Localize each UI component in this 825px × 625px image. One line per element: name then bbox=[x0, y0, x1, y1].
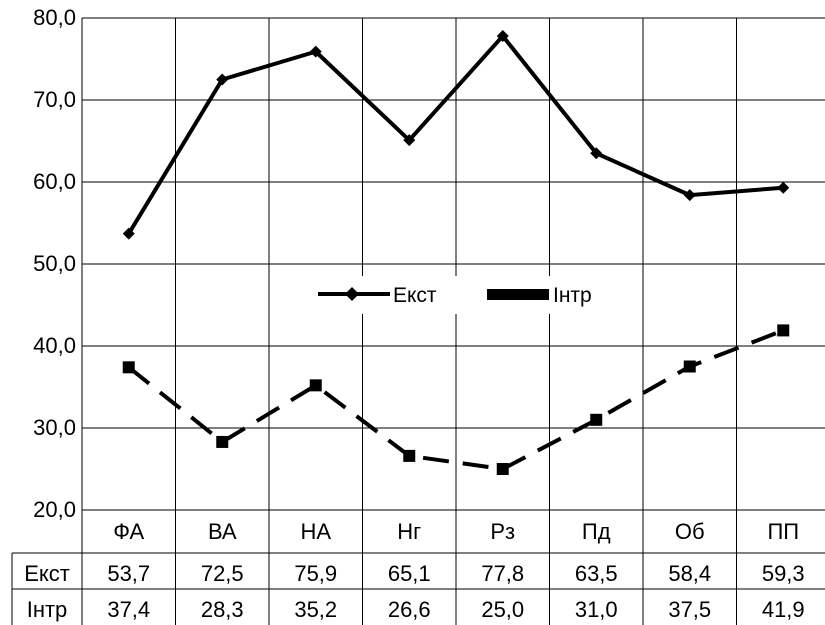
point-marker bbox=[403, 134, 416, 147]
point-marker bbox=[496, 463, 509, 475]
x-tick-label: НА bbox=[300, 519, 331, 544]
data-label: 37,4 bbox=[107, 597, 150, 622]
data-label: 58,4 bbox=[668, 561, 711, 586]
point-marker bbox=[683, 189, 696, 202]
point-marker bbox=[590, 413, 603, 426]
point-marker bbox=[403, 449, 416, 462]
data-label: 37,5 bbox=[668, 597, 711, 622]
legend: Екст Інтр bbox=[306, 276, 626, 314]
data-label: 28,3 bbox=[201, 597, 244, 622]
data-label: 63,5 bbox=[575, 561, 618, 586]
data-label: 59,3 bbox=[762, 561, 805, 586]
x-tick-label: Рз bbox=[490, 519, 515, 544]
data-table: ФА ВА НА Нг Рз Пд Об ПП Екст 53,7 72,5 75,9 65,1 77,8… bbox=[11, 519, 825, 625]
x-tick-label: Об bbox=[675, 519, 705, 544]
series-line-0 bbox=[127, 34, 784, 235]
data-label: 26,6 bbox=[388, 597, 431, 622]
point-marker bbox=[309, 45, 322, 58]
data-label: 41,9 bbox=[762, 597, 805, 622]
table-row-header: Екст bbox=[24, 561, 70, 586]
x-tick-label: ПП bbox=[767, 519, 799, 544]
y-tick-label: 50,0 bbox=[33, 251, 76, 276]
data-label: 75,9 bbox=[294, 561, 337, 586]
point-marker bbox=[777, 324, 790, 337]
point-marker bbox=[122, 361, 135, 374]
x-tick-label: ВА bbox=[208, 519, 237, 544]
legend-label-0: Екст bbox=[393, 284, 437, 307]
point-marker bbox=[122, 227, 135, 240]
data-label: 35,2 bbox=[294, 597, 337, 622]
y-tick-label: 40,0 bbox=[33, 333, 76, 358]
legend-label-1: Інтр bbox=[553, 284, 592, 307]
point-marker bbox=[496, 30, 509, 43]
data-label: 77,8 bbox=[481, 561, 524, 586]
legend-marker-0 bbox=[345, 287, 359, 301]
point-marker bbox=[309, 379, 322, 392]
x-tick-label: Нг bbox=[397, 519, 421, 544]
series-layer bbox=[122, 30, 790, 475]
y-tick-label: 30,0 bbox=[33, 415, 76, 440]
point-marker bbox=[216, 73, 229, 86]
point-marker bbox=[683, 360, 696, 373]
data-label: 72,5 bbox=[201, 561, 244, 586]
x-tick-label: ФА bbox=[113, 519, 144, 544]
point-marker bbox=[590, 147, 603, 160]
data-label: 65,1 bbox=[388, 561, 431, 586]
point-marker bbox=[777, 181, 790, 194]
legend-line-1 bbox=[487, 289, 549, 300]
x-tick-label: Пд bbox=[582, 519, 611, 544]
data-label: 25,0 bbox=[481, 597, 524, 622]
data-label: 31,0 bbox=[575, 597, 618, 622]
y-tick-label: 20,0 bbox=[33, 497, 76, 522]
y-axis-ticks: 20,0 30,0 40,0 50,0 60,0 70,0 80,0 bbox=[33, 5, 76, 522]
series-line-1 bbox=[127, 328, 784, 471]
y-tick-label: 60,0 bbox=[33, 169, 76, 194]
y-tick-label: 80,0 bbox=[33, 5, 76, 30]
y-tick-label: 70,0 bbox=[33, 87, 76, 112]
table-row-header: Інтр bbox=[27, 597, 68, 622]
data-label: 53,7 bbox=[107, 561, 150, 586]
point-marker bbox=[216, 435, 229, 448]
